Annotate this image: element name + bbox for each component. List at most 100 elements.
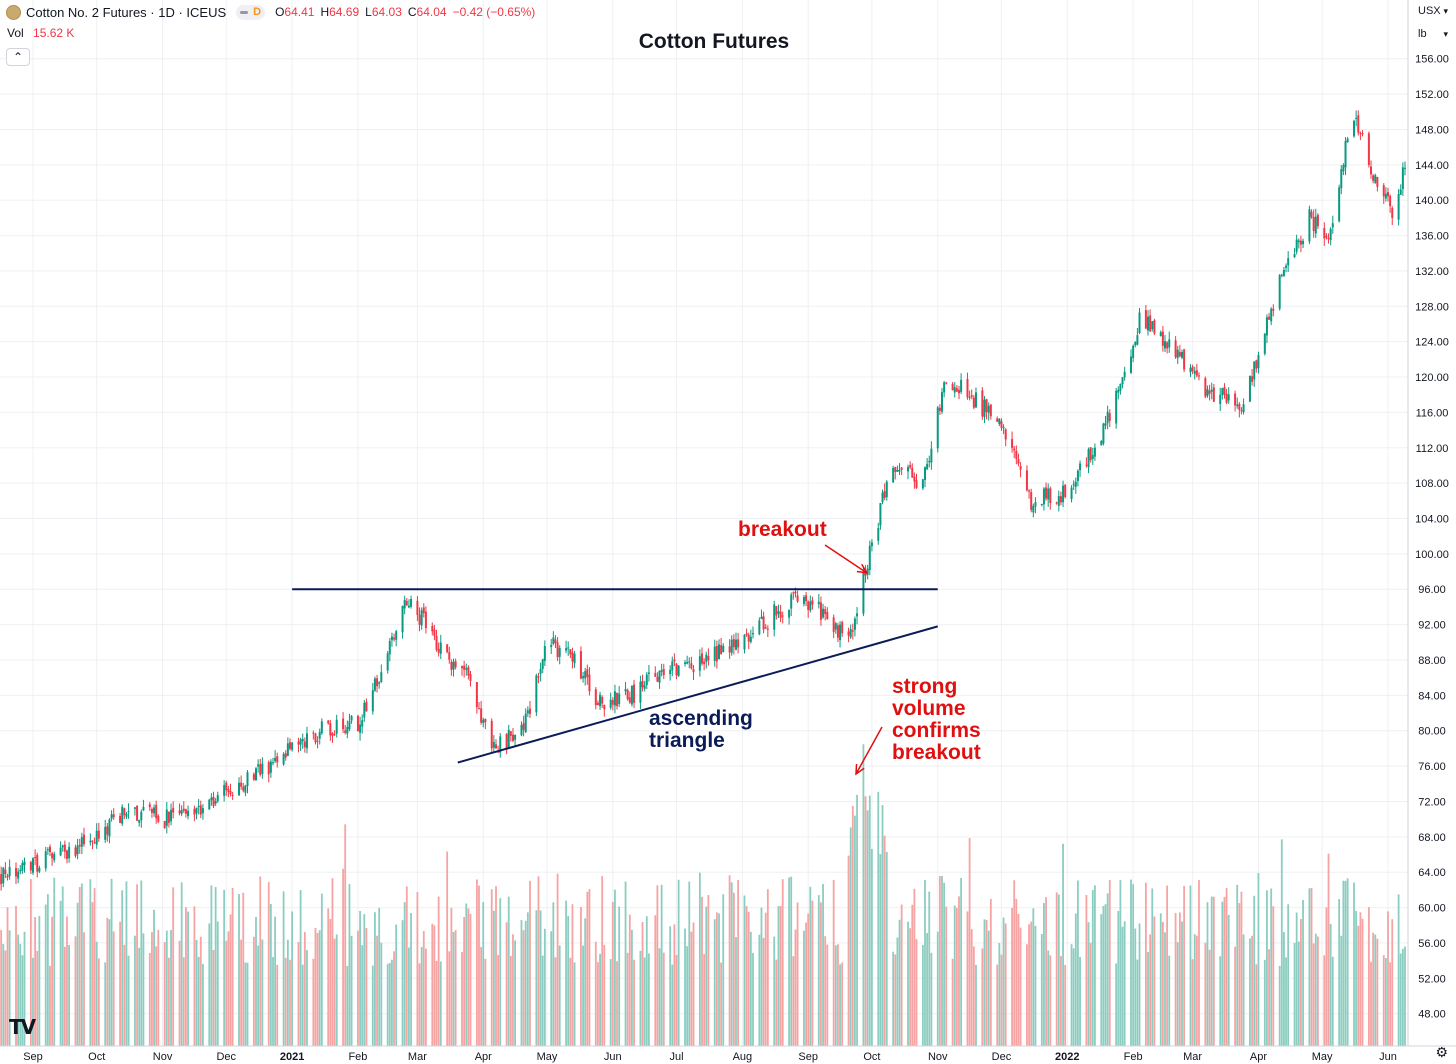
candle-body — [819, 602, 822, 620]
volume-bar — [83, 932, 85, 1046]
candle-body — [996, 418, 999, 422]
volume-bar — [643, 957, 646, 1046]
candle-body — [883, 491, 886, 498]
time-tick-label: Nov — [928, 1051, 948, 1063]
volume-bar — [316, 932, 319, 1046]
volume-bar — [155, 946, 158, 1046]
candle-body — [153, 807, 156, 814]
volume-bar — [745, 906, 748, 1046]
volume-bar — [1251, 935, 1253, 1046]
unit-selector[interactable]: lb ▾ — [1418, 28, 1448, 40]
candle-body — [465, 668, 468, 670]
currency-selector[interactable]: USX ▾ — [1418, 5, 1448, 17]
volume-bar — [841, 962, 844, 1046]
candle-body — [758, 620, 761, 635]
volume-bar — [972, 946, 975, 1046]
candle-body — [628, 697, 631, 703]
volume-bar — [238, 894, 240, 1046]
candle-body — [1357, 115, 1360, 133]
price-tick-label: 156.00 — [1415, 54, 1449, 66]
volume-bar — [403, 902, 406, 1046]
volume-bar — [698, 872, 701, 1046]
volume-bar — [1225, 887, 1228, 1046]
candle-body — [805, 595, 808, 602]
volume-bar — [480, 947, 483, 1046]
candle-body — [881, 492, 884, 503]
candle-body — [1049, 488, 1052, 504]
candle-body — [259, 764, 262, 775]
volume-bar — [522, 930, 525, 1046]
volume-bar — [1374, 934, 1377, 1046]
volume-bar — [669, 926, 672, 1046]
time-tick-label: Jul — [669, 1051, 683, 1063]
candle-body — [395, 631, 398, 640]
candle-body — [552, 637, 555, 644]
candle-body — [492, 741, 495, 748]
volume-bar — [36, 951, 39, 1046]
candle-body — [558, 647, 561, 657]
candle-body — [393, 637, 396, 640]
candle-body — [225, 782, 228, 791]
volume-bar — [1293, 942, 1296, 1046]
volume-bar — [777, 906, 780, 1046]
candle-body — [61, 845, 64, 848]
volume-bar — [648, 953, 650, 1046]
candle-body — [692, 669, 695, 673]
candle-body — [452, 661, 455, 670]
candle-body — [1346, 138, 1349, 143]
volume-bar — [422, 931, 425, 1046]
volume-bar — [883, 835, 886, 1046]
candle-body — [847, 631, 850, 636]
volume-bar — [582, 945, 584, 1046]
volume-bar — [656, 885, 659, 1046]
candle-body — [201, 808, 204, 814]
collapse-legend-button[interactable]: ⌃ — [6, 48, 30, 66]
candle-body — [74, 847, 77, 856]
volume-bar — [1062, 843, 1064, 1046]
price-axis[interactable]: 48.00 52.00 56.00 60.00 64.00 68.00 72.00 76.00… — [1415, 54, 1449, 1021]
candle-body — [1119, 383, 1122, 391]
volume-bar — [269, 903, 272, 1046]
volume-bar — [558, 945, 561, 1046]
market-status-badge[interactable]: D — [236, 4, 266, 20]
candle-body — [1331, 223, 1334, 228]
volume-bar — [140, 880, 143, 1046]
price-tick-label: 60.00 — [1418, 903, 1446, 915]
candle-body — [766, 628, 769, 630]
candle-body — [1123, 371, 1126, 378]
candle-body — [1040, 503, 1043, 505]
volume-bar — [975, 964, 977, 1046]
price-tick-label: 80.00 — [1418, 726, 1446, 738]
candle-body — [573, 653, 576, 664]
candle-body — [987, 405, 990, 413]
volume-bar — [335, 934, 338, 1046]
time-tick-label: Jun — [604, 1051, 622, 1063]
candle-body — [728, 646, 731, 653]
gear-icon[interactable]: ⚙ — [1435, 1044, 1448, 1060]
candle-body — [499, 736, 502, 753]
candle-body — [76, 845, 79, 855]
volume-bar — [552, 902, 555, 1046]
candle-body — [1002, 427, 1005, 429]
candle-body — [1153, 320, 1156, 334]
candle-body — [23, 861, 26, 866]
candle-body — [303, 741, 306, 748]
volume-bar — [675, 955, 678, 1046]
candle-body — [1374, 175, 1377, 183]
candle-body — [34, 857, 37, 859]
candle-body — [1197, 375, 1200, 377]
candle-body — [618, 693, 621, 704]
close-value: C64.04 — [407, 5, 447, 19]
tradingview-logo[interactable]: TV — [9, 1015, 36, 1039]
candle-body — [633, 684, 636, 703]
candle-body — [255, 768, 258, 780]
candle-body — [779, 611, 782, 618]
volume-bar — [1359, 912, 1362, 1046]
volume-bar — [955, 907, 958, 1046]
time-axis[interactable]: Sep Oct Nov Dec 2021 Feb Mar Apr May Jun Jul Aug Sep… — [23, 1051, 1397, 1063]
symbol-title[interactable]: Cotton No. 2 Futures · 1D · ICEUS — [26, 4, 227, 20]
candle-body — [1248, 375, 1251, 402]
candle-body — [110, 814, 113, 819]
volume-bar — [1138, 923, 1141, 1046]
